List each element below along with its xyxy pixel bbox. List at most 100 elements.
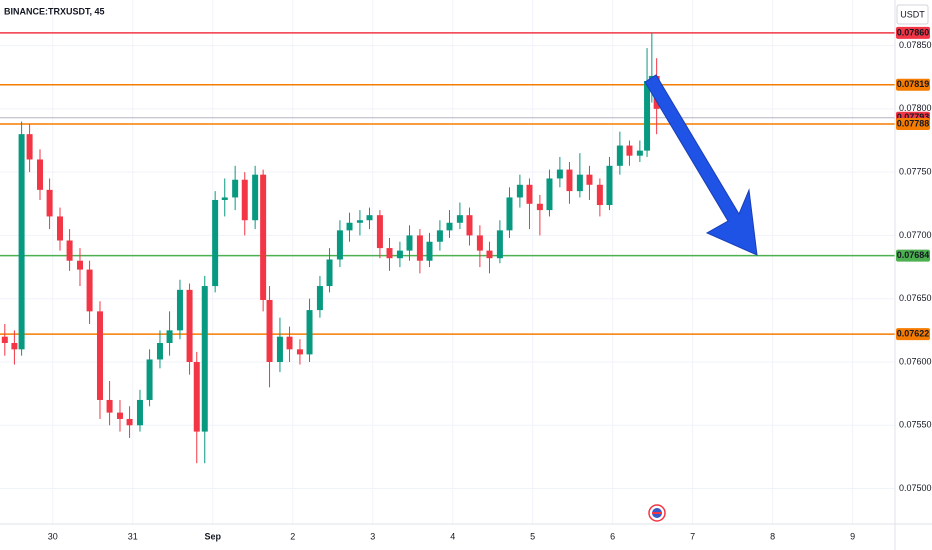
x-tick-label: 8 — [770, 531, 775, 541]
level-label-box — [896, 328, 930, 341]
event-icon[interactable] — [648, 504, 666, 522]
y-tick-label: 0.07800 — [899, 103, 932, 113]
candle-body — [276, 336, 283, 362]
candle-body — [126, 418, 133, 426]
candle-body — [506, 197, 513, 231]
candle-body — [221, 197, 228, 200]
candle-body — [232, 179, 239, 198]
level-label-box — [896, 118, 930, 131]
level-label: 0.07622 — [897, 329, 930, 339]
candle-body — [116, 412, 123, 419]
arrow-annotation — [644, 74, 758, 256]
y-tick-label: 0.07500 — [899, 483, 932, 493]
candle-body — [406, 235, 413, 251]
x-tick-label: 7 — [690, 531, 695, 541]
candle-body — [516, 184, 523, 198]
chart-title: BINANCE:TRXUSDT, 45 — [4, 6, 105, 16]
level-label-box — [896, 249, 930, 262]
candle-body — [644, 81, 651, 151]
candle-body — [626, 145, 633, 156]
x-tick-label: 30 — [48, 531, 58, 541]
candle-body — [476, 235, 483, 251]
candle-body — [56, 216, 63, 241]
candle-body — [1, 336, 8, 344]
level-label: 0.07684 — [897, 250, 930, 260]
candle-body — [201, 286, 208, 432]
candle-body — [416, 235, 423, 261]
level-label-box — [896, 26, 930, 39]
candle-body — [286, 336, 293, 350]
candle-body — [396, 250, 403, 259]
x-tick-label: 5 — [530, 531, 535, 541]
currency-label[interactable]: USDT — [900, 9, 925, 19]
y-tick-label: 0.07850 — [899, 40, 932, 50]
candle-body — [146, 359, 153, 400]
candle-body — [586, 174, 593, 185]
candle-body — [606, 165, 613, 206]
candle-body — [446, 222, 453, 231]
candle-body — [426, 241, 433, 261]
candle-body — [376, 215, 383, 249]
currency-button[interactable] — [896, 4, 929, 25]
candle-body — [556, 169, 563, 179]
candle-body — [466, 215, 473, 236]
candle-body — [336, 230, 343, 260]
candle-body — [252, 174, 259, 221]
level-label: 0.07860 — [897, 27, 930, 37]
y-tick-label: 0.07750 — [899, 167, 932, 177]
grid — [0, 0, 895, 524]
y-tick-label: 0.07700 — [899, 230, 932, 240]
candles — [1, 32, 660, 464]
candle-body — [566, 169, 573, 192]
candle-body — [193, 361, 200, 432]
candle-body — [212, 199, 219, 287]
candle-body — [26, 134, 33, 160]
candle-body — [18, 134, 25, 350]
x-tick-label: 6 — [610, 531, 615, 541]
candle-body — [316, 286, 323, 311]
candle-body — [596, 184, 603, 206]
y-tick-label: 0.07550 — [899, 420, 932, 430]
candle-body — [576, 174, 583, 192]
candle-body — [86, 269, 93, 312]
candle-body — [496, 230, 503, 259]
candle-body — [386, 248, 393, 259]
candle-body — [486, 250, 493, 259]
candle-body — [306, 310, 313, 355]
candle-body — [456, 215, 463, 223]
x-tick-label: Sep — [204, 531, 221, 541]
candle-body — [106, 399, 113, 413]
x-tick-label: 31 — [128, 531, 138, 541]
candle-body — [46, 189, 53, 217]
candle-body — [346, 222, 353, 231]
candle-body — [356, 220, 363, 223]
candle-body — [266, 299, 273, 362]
level-label: 0.07819 — [897, 79, 930, 89]
x-tick-label: 4 — [450, 531, 455, 541]
candle-body — [136, 399, 143, 426]
candle-body — [96, 311, 103, 400]
candle-body — [546, 178, 553, 211]
candle-body — [76, 260, 83, 270]
candle-body — [241, 179, 248, 221]
candle-body — [36, 159, 43, 190]
candle-body — [156, 343, 163, 360]
candle-body — [296, 349, 303, 355]
axes: 0.07500 0.07550 0.07600 0.07650 0.07700 0.077… — [48, 26, 932, 541]
y-tick-label: 0.07650 — [899, 293, 932, 303]
candle-body — [436, 230, 443, 242]
level-label: 0.07793 — [897, 112, 930, 122]
y-tick-label: 0.07600 — [899, 356, 932, 366]
levels — [0, 32, 895, 335]
x-tick-label: 2 — [290, 531, 295, 541]
x-tick-label: 9 — [850, 531, 855, 541]
candle-body — [526, 184, 533, 204]
candle-body — [326, 259, 333, 287]
candle-body — [260, 174, 267, 300]
candle-body — [186, 289, 193, 362]
candle-body — [176, 289, 183, 331]
candle-body — [66, 240, 73, 261]
level-label: 0.07788 — [897, 118, 930, 128]
